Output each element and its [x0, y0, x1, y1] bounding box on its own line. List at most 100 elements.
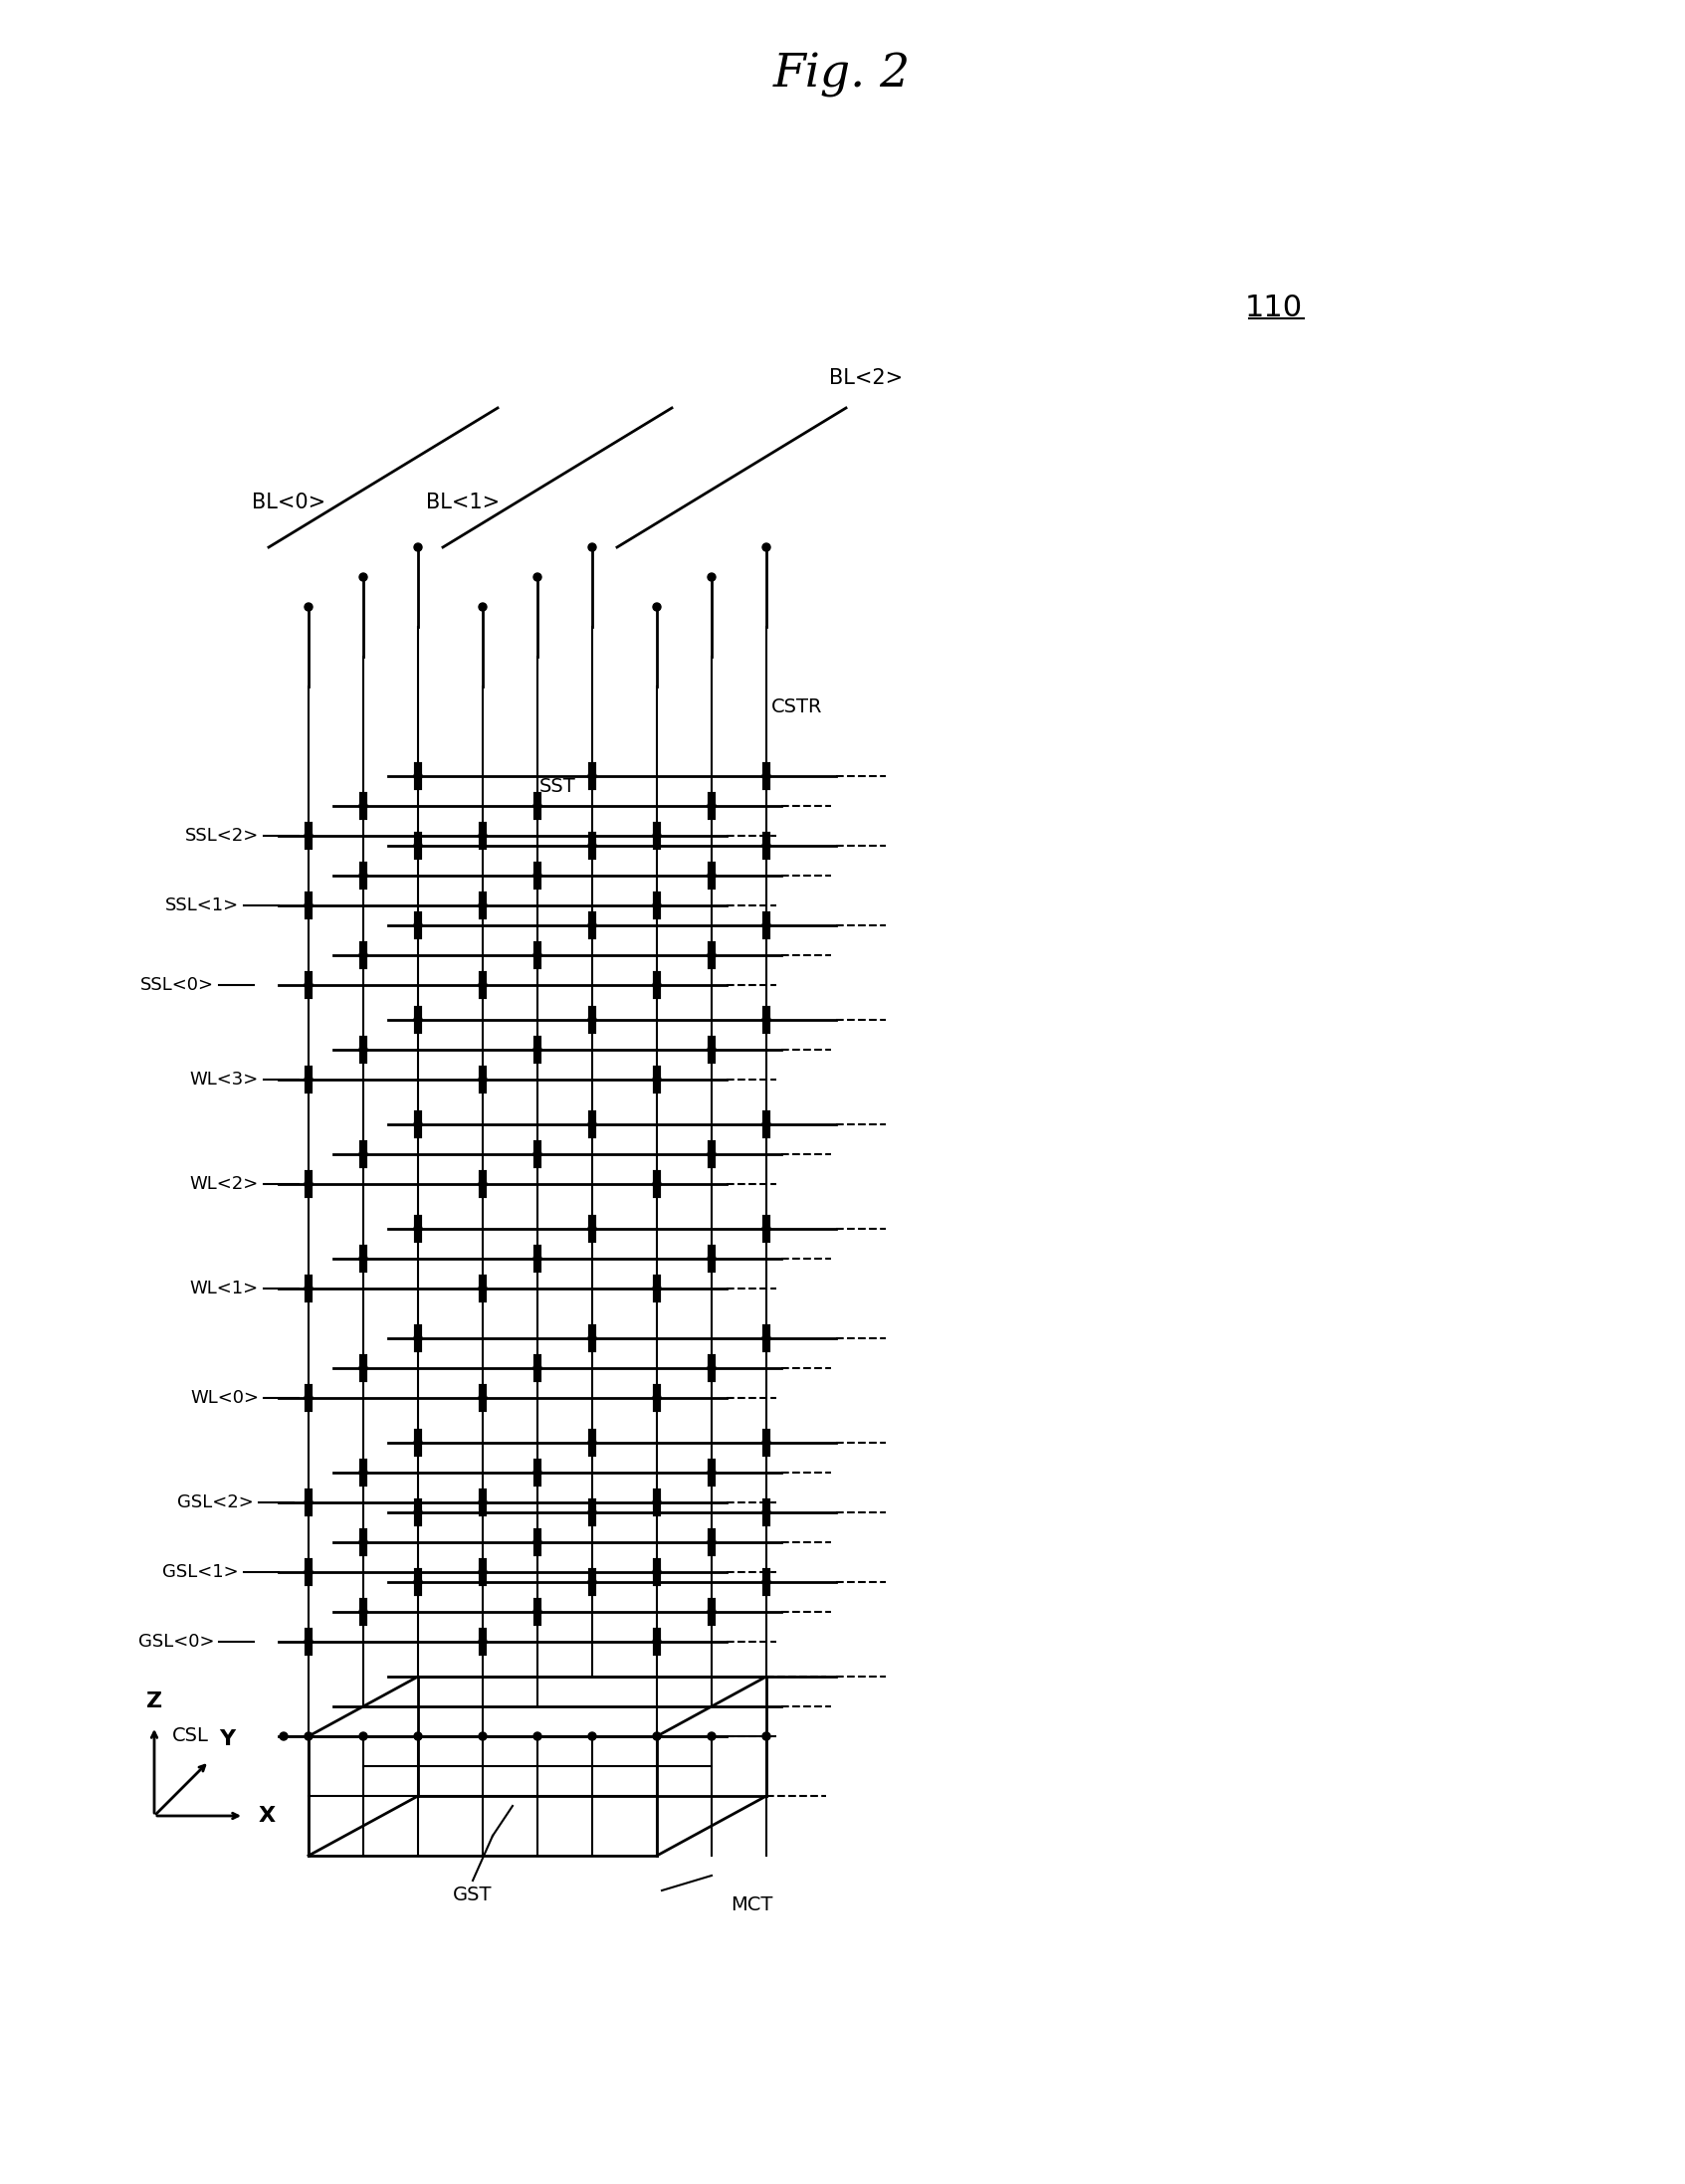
Circle shape [588, 1439, 596, 1446]
Circle shape [652, 1638, 661, 1647]
Text: Fig. 2: Fig. 2 [773, 52, 912, 96]
Circle shape [479, 1284, 487, 1293]
Circle shape [762, 1439, 770, 1446]
Circle shape [652, 902, 661, 909]
Circle shape [534, 1254, 541, 1262]
Circle shape [588, 1732, 596, 1741]
Circle shape [588, 922, 596, 930]
Circle shape [762, 773, 770, 780]
Circle shape [588, 1016, 596, 1024]
Circle shape [305, 981, 312, 989]
Circle shape [479, 1179, 487, 1188]
Text: WL<1>: WL<1> [190, 1280, 259, 1297]
Circle shape [534, 1538, 541, 1546]
Text: 110: 110 [1245, 295, 1303, 323]
Circle shape [762, 1334, 770, 1343]
Circle shape [305, 1393, 312, 1402]
Text: SSL<1>: SSL<1> [165, 895, 239, 915]
Text: MCT: MCT [730, 1896, 772, 1915]
Circle shape [588, 1120, 596, 1129]
Circle shape [708, 802, 716, 810]
Text: X: X [259, 1806, 276, 1826]
Circle shape [652, 1075, 661, 1083]
Text: CSTR: CSTR [772, 697, 822, 716]
Circle shape [708, 1468, 716, 1476]
Circle shape [652, 1568, 661, 1577]
Circle shape [708, 572, 716, 581]
Circle shape [479, 1393, 487, 1402]
Circle shape [762, 1225, 770, 1232]
Circle shape [534, 952, 541, 959]
Text: GSL<2>: GSL<2> [177, 1494, 254, 1511]
Text: CSL: CSL [172, 1728, 209, 1745]
Circle shape [359, 1046, 367, 1053]
Circle shape [652, 603, 661, 612]
Circle shape [762, 841, 770, 850]
Circle shape [305, 1075, 312, 1083]
Circle shape [588, 1579, 596, 1586]
Circle shape [479, 981, 487, 989]
Circle shape [708, 1365, 716, 1372]
Circle shape [479, 1732, 487, 1741]
Circle shape [652, 832, 661, 841]
Text: Y: Y [219, 1730, 234, 1749]
Circle shape [415, 1334, 421, 1343]
Circle shape [708, 1151, 716, 1158]
Circle shape [762, 1579, 770, 1586]
Circle shape [708, 871, 716, 880]
Circle shape [359, 1468, 367, 1476]
Circle shape [359, 1607, 367, 1616]
Text: GSL<0>: GSL<0> [138, 1634, 214, 1651]
Circle shape [534, 802, 541, 810]
Circle shape [534, 1046, 541, 1053]
Circle shape [708, 1732, 716, 1741]
Circle shape [708, 1538, 716, 1546]
Circle shape [305, 603, 312, 612]
Circle shape [588, 841, 596, 850]
Circle shape [479, 902, 487, 909]
Text: GSL<1>: GSL<1> [163, 1564, 239, 1581]
Circle shape [762, 1120, 770, 1129]
Text: GST: GST [453, 1887, 492, 1904]
Circle shape [359, 1732, 367, 1741]
Circle shape [359, 1365, 367, 1372]
Circle shape [588, 1509, 596, 1516]
Circle shape [652, 1179, 661, 1188]
Circle shape [415, 544, 421, 550]
Circle shape [588, 1334, 596, 1343]
Circle shape [479, 1638, 487, 1647]
Circle shape [708, 1607, 716, 1616]
Circle shape [305, 1638, 312, 1647]
Circle shape [305, 1179, 312, 1188]
Circle shape [479, 1075, 487, 1083]
Circle shape [280, 1732, 288, 1741]
Circle shape [359, 1254, 367, 1262]
Text: BL<0>: BL<0> [251, 494, 325, 513]
Circle shape [479, 603, 487, 612]
Text: WL<3>: WL<3> [190, 1070, 259, 1088]
Circle shape [534, 871, 541, 880]
Circle shape [305, 1498, 312, 1507]
Circle shape [708, 952, 716, 959]
Circle shape [415, 1439, 421, 1446]
Text: BL<2>: BL<2> [829, 369, 903, 389]
Circle shape [305, 1284, 312, 1293]
Text: SSL<0>: SSL<0> [140, 976, 214, 994]
Circle shape [652, 1393, 661, 1402]
Circle shape [359, 572, 367, 581]
Circle shape [652, 1732, 661, 1741]
Circle shape [652, 1498, 661, 1507]
Circle shape [359, 952, 367, 959]
Circle shape [305, 1732, 312, 1741]
Circle shape [415, 1120, 421, 1129]
Circle shape [762, 1016, 770, 1024]
Circle shape [415, 1579, 421, 1586]
Text: SSL<2>: SSL<2> [185, 828, 259, 845]
Circle shape [762, 544, 770, 550]
Circle shape [652, 981, 661, 989]
Circle shape [588, 1225, 596, 1232]
Circle shape [534, 1607, 541, 1616]
Circle shape [708, 1254, 716, 1262]
Circle shape [359, 871, 367, 880]
Circle shape [305, 902, 312, 909]
